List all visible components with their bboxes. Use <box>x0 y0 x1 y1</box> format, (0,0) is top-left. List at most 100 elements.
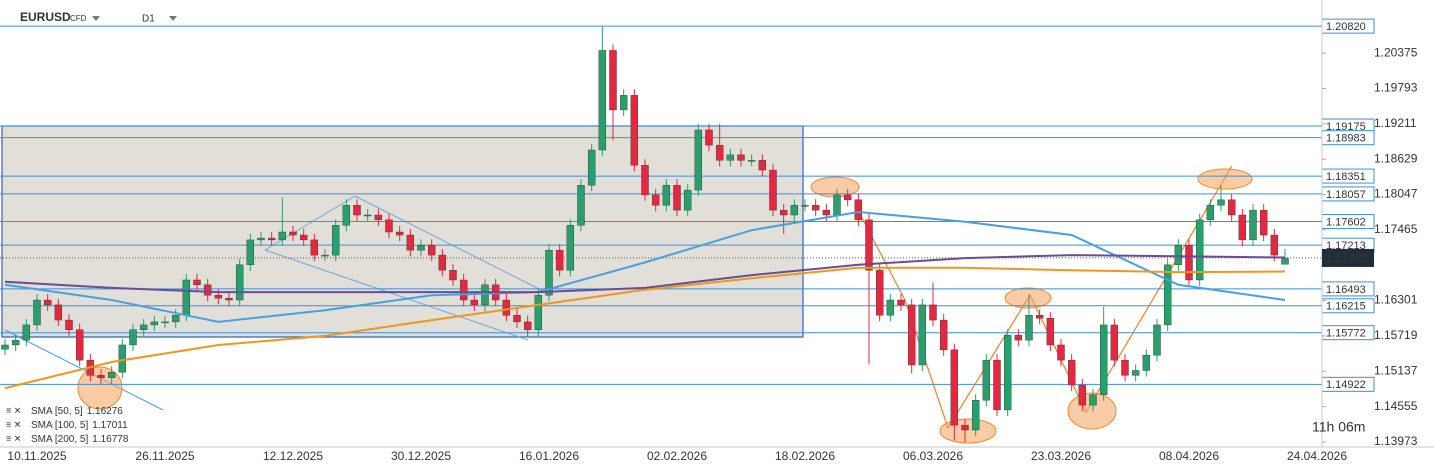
candle-body <box>449 270 457 281</box>
candle-body <box>97 375 105 378</box>
candle-body <box>907 304 916 366</box>
price-level-label: 1.19175 <box>1326 121 1366 133</box>
x-tick-label: 24.04.2026 <box>1287 449 1347 463</box>
candle-body <box>929 304 937 321</box>
sma-line <box>4 254 1286 294</box>
x-tick-label: 10.11.2025 <box>7 449 66 463</box>
y-tick-label: 1.20375 <box>1374 45 1418 59</box>
legend-entry: SMA [100, 5] 1.17011 <box>31 420 128 431</box>
candle-body <box>438 254 447 271</box>
timeframe[interactable]: D1 <box>142 14 155 25</box>
candle-body <box>118 344 127 373</box>
candle-body <box>1110 324 1119 361</box>
candle-body <box>1249 209 1257 241</box>
y-tick-label: 1.18629 <box>1374 151 1418 165</box>
highlight-ellipse <box>1197 168 1253 190</box>
candles <box>1 26 1289 443</box>
candle-body <box>683 189 692 211</box>
x-tick-label: 12.12.2025 <box>263 449 323 463</box>
trendline <box>4 329 164 411</box>
candle-body <box>267 237 276 241</box>
candle-body <box>171 315 180 323</box>
candle-body <box>513 315 521 323</box>
candle-body <box>609 50 617 111</box>
price-level-label: 1.16215 <box>1326 301 1366 313</box>
candle-body <box>801 205 809 207</box>
candle-body <box>1206 205 1215 221</box>
highlight-ellipse <box>939 418 997 444</box>
candle-body <box>182 279 191 316</box>
candle-body <box>726 154 735 161</box>
candle-body <box>1281 257 1289 265</box>
candle-body <box>779 209 788 216</box>
candle-body <box>875 270 884 316</box>
candle-body <box>918 304 927 366</box>
candle-body <box>11 339 20 346</box>
y-tick-label: 1.19793 <box>1374 81 1418 95</box>
candle-body <box>374 214 383 221</box>
candle-body <box>939 319 948 351</box>
price-level-label: 1.18351 <box>1326 171 1366 183</box>
current-price-label: 1.17003 <box>1325 251 1369 265</box>
candle-body <box>961 424 969 431</box>
candle-body <box>1099 324 1108 395</box>
candle-body <box>1057 344 1065 361</box>
candle-body <box>321 254 329 257</box>
candle-body <box>769 169 777 211</box>
price-level-label: 1.17602 <box>1326 216 1366 228</box>
candle-body <box>1 344 9 350</box>
candle-body <box>257 237 265 241</box>
y-tick-label: 1.19211 <box>1374 116 1417 130</box>
candle-body <box>577 185 585 226</box>
candle-body <box>694 129 703 191</box>
candle-body <box>150 321 159 326</box>
candle-body <box>619 95 628 111</box>
candle-body <box>1238 214 1247 241</box>
candle-timer: 11h 06m <box>1312 419 1365 435</box>
dropdown-arrow[interactable] <box>92 16 100 21</box>
candle-body <box>214 294 223 299</box>
dropdown-arrow[interactable] <box>169 16 177 21</box>
candle-body <box>129 329 137 346</box>
candle-body <box>363 214 372 217</box>
symbol-type: CFD <box>70 14 87 23</box>
candle-body <box>1142 355 1151 371</box>
candle-body <box>747 160 756 162</box>
candle-body <box>107 372 116 378</box>
candle-body <box>1014 335 1023 341</box>
candle-body <box>203 284 212 296</box>
candle-body <box>630 95 639 166</box>
candle-body <box>75 329 84 361</box>
y-tick-label: 1.15719 <box>1374 328 1418 342</box>
axes: 1.20375 1.19793 1.19211 1.18629 1.18047 1.174… <box>0 0 1434 463</box>
candle-body <box>43 299 52 306</box>
candle-body <box>1131 370 1140 376</box>
candle-body <box>1270 234 1279 256</box>
candle-body <box>833 194 841 216</box>
legend-entry: SMA [50, 5] 1.16276 <box>31 406 123 417</box>
candle-body <box>22 324 31 341</box>
candle-body <box>555 250 564 271</box>
legend-entry: SMA [200, 5] 1.16778 <box>31 434 129 445</box>
symbol[interactable]: EURUSD <box>20 10 71 24</box>
legend-name: SMA [50, 5] <box>31 406 83 417</box>
y-tick-label: 1.15137 <box>1374 363 1418 377</box>
candle-body <box>822 209 831 216</box>
candle-body <box>950 349 959 426</box>
legend-value: 1.16276 <box>87 406 124 417</box>
candle-body <box>523 321 532 330</box>
y-tick-label: 1.16301 <box>1374 293 1418 307</box>
candle-body <box>1067 359 1076 386</box>
price-level-label: 1.18983 <box>1326 133 1366 145</box>
candle-body <box>1153 324 1161 356</box>
highlight-ellipse <box>77 366 123 410</box>
candle-body <box>1174 245 1183 265</box>
candle-body <box>886 299 895 316</box>
indicators: ≡ ✕ SMA [50, 5] 1.16276 ≡ ✕ SMA [100, 5] 1.17… <box>4 210 1286 445</box>
candle-body <box>651 194 660 206</box>
candle-body <box>331 225 340 256</box>
legend-name: SMA [100, 5] <box>31 420 88 431</box>
highlights <box>77 168 1253 444</box>
candle-body <box>1046 318 1055 346</box>
candle-body <box>427 245 436 256</box>
